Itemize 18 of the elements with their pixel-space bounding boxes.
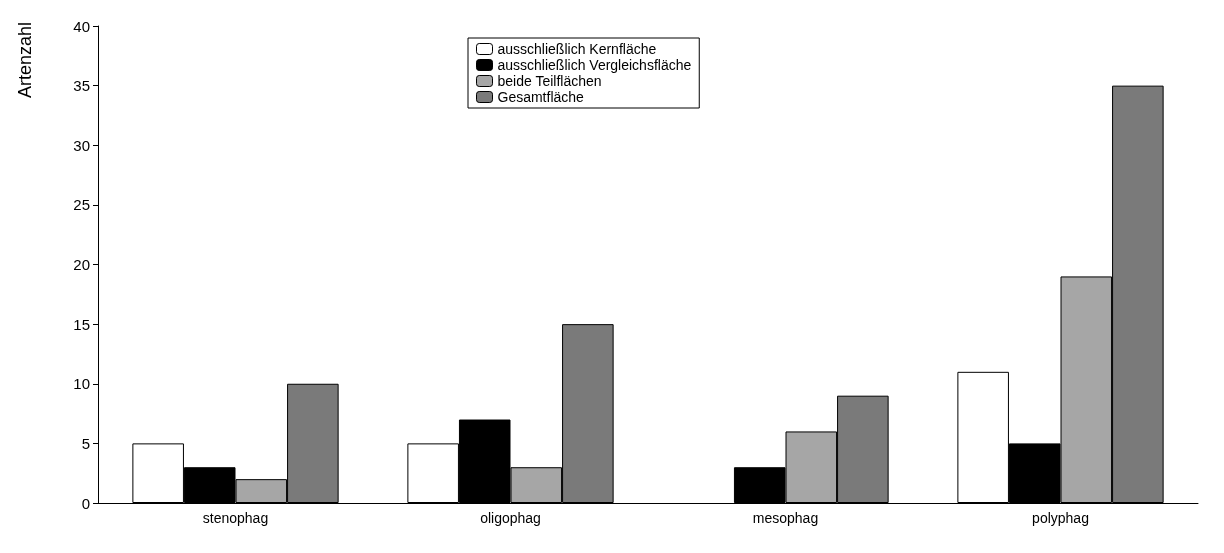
y-tick-label: 35 — [73, 77, 90, 95]
y-tick-label: 10 — [73, 375, 90, 393]
x-tick-label: mesophag — [752, 510, 819, 526]
y-tick-label: 30 — [73, 136, 90, 154]
y-tick-label: 5 — [81, 434, 90, 452]
y-tick-label: 20 — [73, 256, 90, 273]
x-tick-label: polyphag — [1032, 510, 1089, 526]
x-tick-label: oligophag — [480, 510, 541, 526]
legend-label: ausschließlich Vergleichsfläche — [497, 57, 692, 73]
x-tick-label: stenophag — [202, 510, 269, 526]
y-tick-label: 40 — [73, 17, 90, 35]
legend-label: ausschließlich Kernfläche — [497, 41, 657, 57]
legend-label: beide Teilflächen — [497, 73, 602, 89]
y-axis-title: Artenzahl — [15, 22, 35, 99]
y-tick-label: 0 — [81, 494, 90, 512]
y-tick-label: 15 — [73, 315, 90, 333]
y-tick-label: 25 — [73, 196, 90, 214]
legend-label: Gesamtfläche — [497, 89, 585, 105]
